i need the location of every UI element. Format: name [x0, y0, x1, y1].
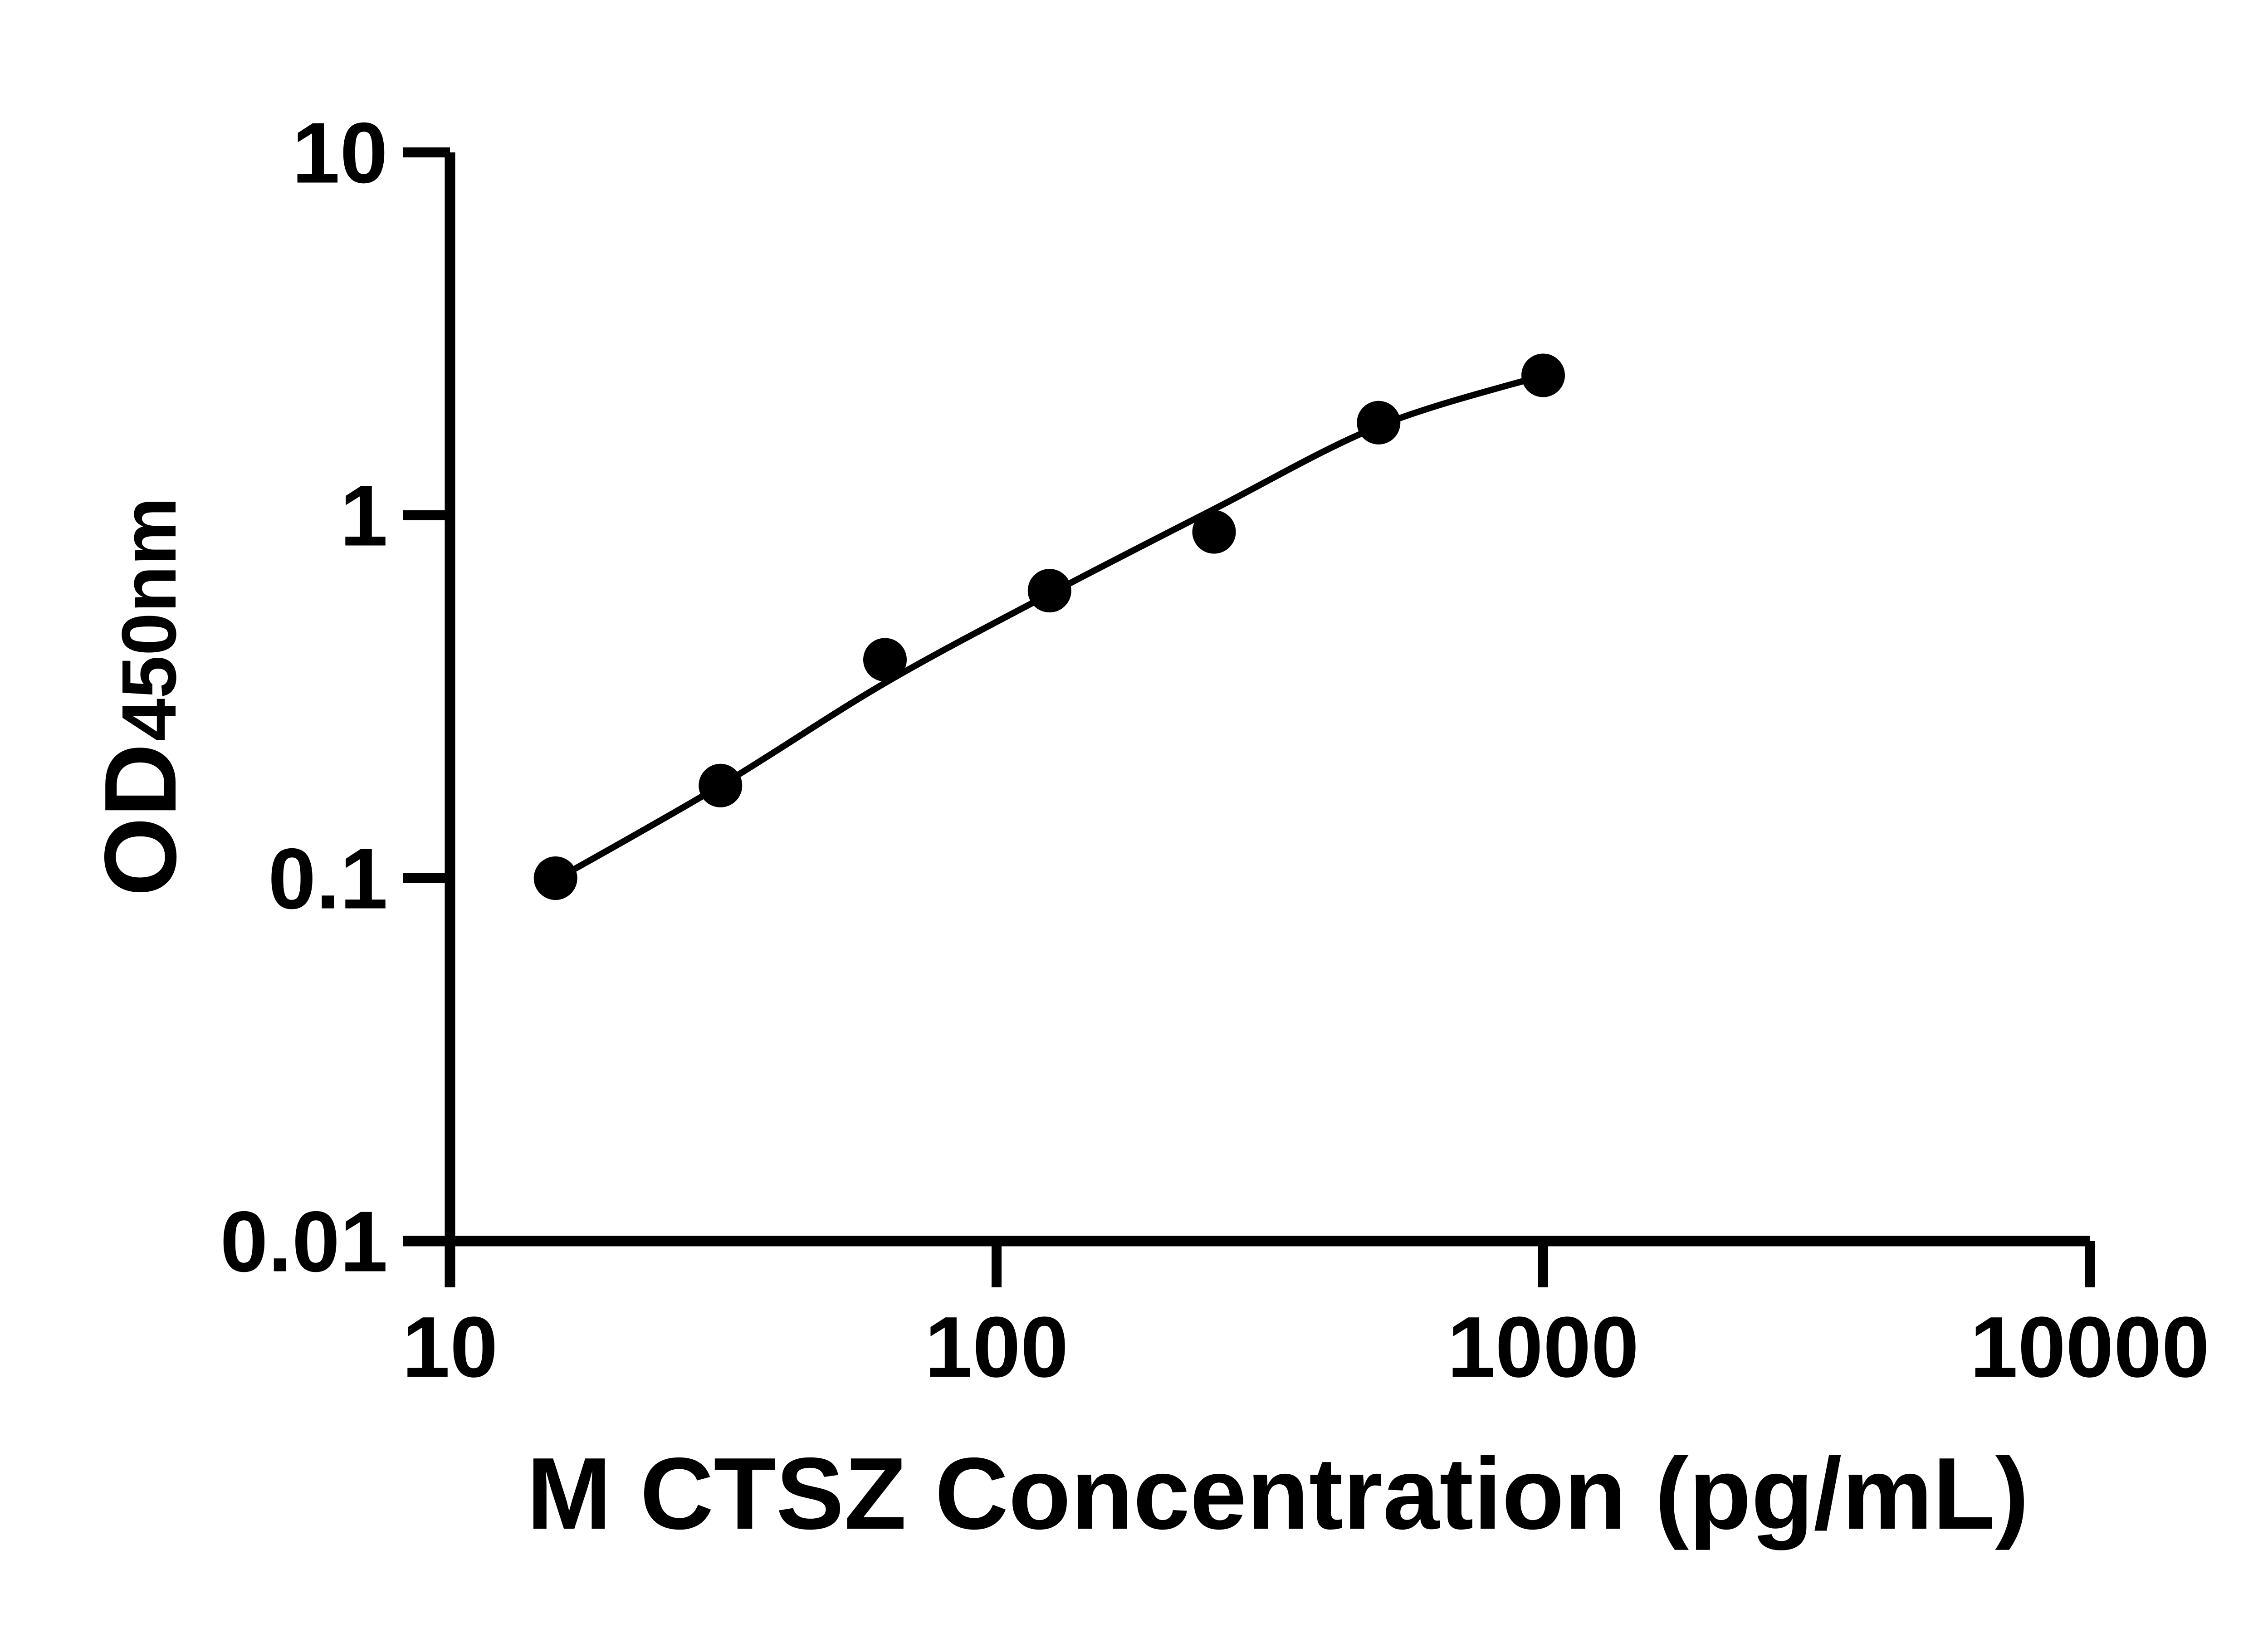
data-point [1357, 401, 1401, 445]
data-point [863, 638, 907, 682]
x-tick-label: 10000 [1970, 1299, 2209, 1395]
x-tick-label: 1000 [1447, 1299, 1639, 1395]
y-axis-title-subscript: 450nm [106, 497, 192, 742]
y-tick-label: 0.01 [220, 1194, 388, 1290]
y-axis-title-main: OD [83, 743, 197, 897]
data-point [699, 763, 743, 807]
x-axis-ticks [445, 1241, 2095, 1287]
x-tick-label: 100 [924, 1299, 1068, 1395]
y-axis-title: OD 450nm [83, 497, 197, 897]
x-tick-label: 10 [402, 1299, 498, 1395]
data-point [1521, 353, 1565, 397]
data-point [533, 856, 577, 900]
y-tick-label: 0.1 [268, 831, 388, 927]
y-tick-label: 10 [292, 105, 388, 201]
y-tick-label: 1 [340, 468, 388, 564]
data-point [1027, 569, 1071, 613]
x-axis: 10 100 1000 10000 M CTSZ Concentration (pg/… [402, 1236, 2209, 1550]
data-point [1192, 510, 1236, 554]
y-axis-tick-labels: 10 1 0.1 0.01 [220, 105, 388, 1290]
x-axis-tick-labels: 10 100 1000 10000 [402, 1299, 2209, 1395]
data-points [533, 353, 1565, 900]
y-axis: 10 1 0.1 0.01 OD 450nm [83, 105, 455, 1290]
x-axis-title: M CTSZ Concentration (pg/mL) [527, 1436, 2029, 1550]
